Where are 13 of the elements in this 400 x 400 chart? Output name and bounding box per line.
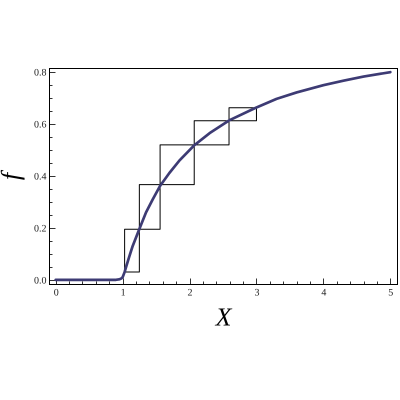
y-tick-label: 0.2 <box>34 223 46 234</box>
y-tick-label: 0.4 <box>34 172 46 182</box>
y-tick-label: 0.6 <box>34 120 46 131</box>
y-tick-label: 0.8 <box>34 68 46 79</box>
x-tick-label: 3 <box>254 288 260 298</box>
x-tick-label: 4 <box>321 288 326 298</box>
x-tick-label: 1 <box>120 288 126 298</box>
x-tick-label: 5 <box>388 288 394 298</box>
y-tick-label: 0.0 <box>34 275 46 286</box>
x-tick-label: 2 <box>188 288 193 298</box>
x-axis-title: X <box>214 302 233 332</box>
y-axis-title: f <box>0 169 25 180</box>
x-tick-label: 0 <box>54 288 59 298</box>
